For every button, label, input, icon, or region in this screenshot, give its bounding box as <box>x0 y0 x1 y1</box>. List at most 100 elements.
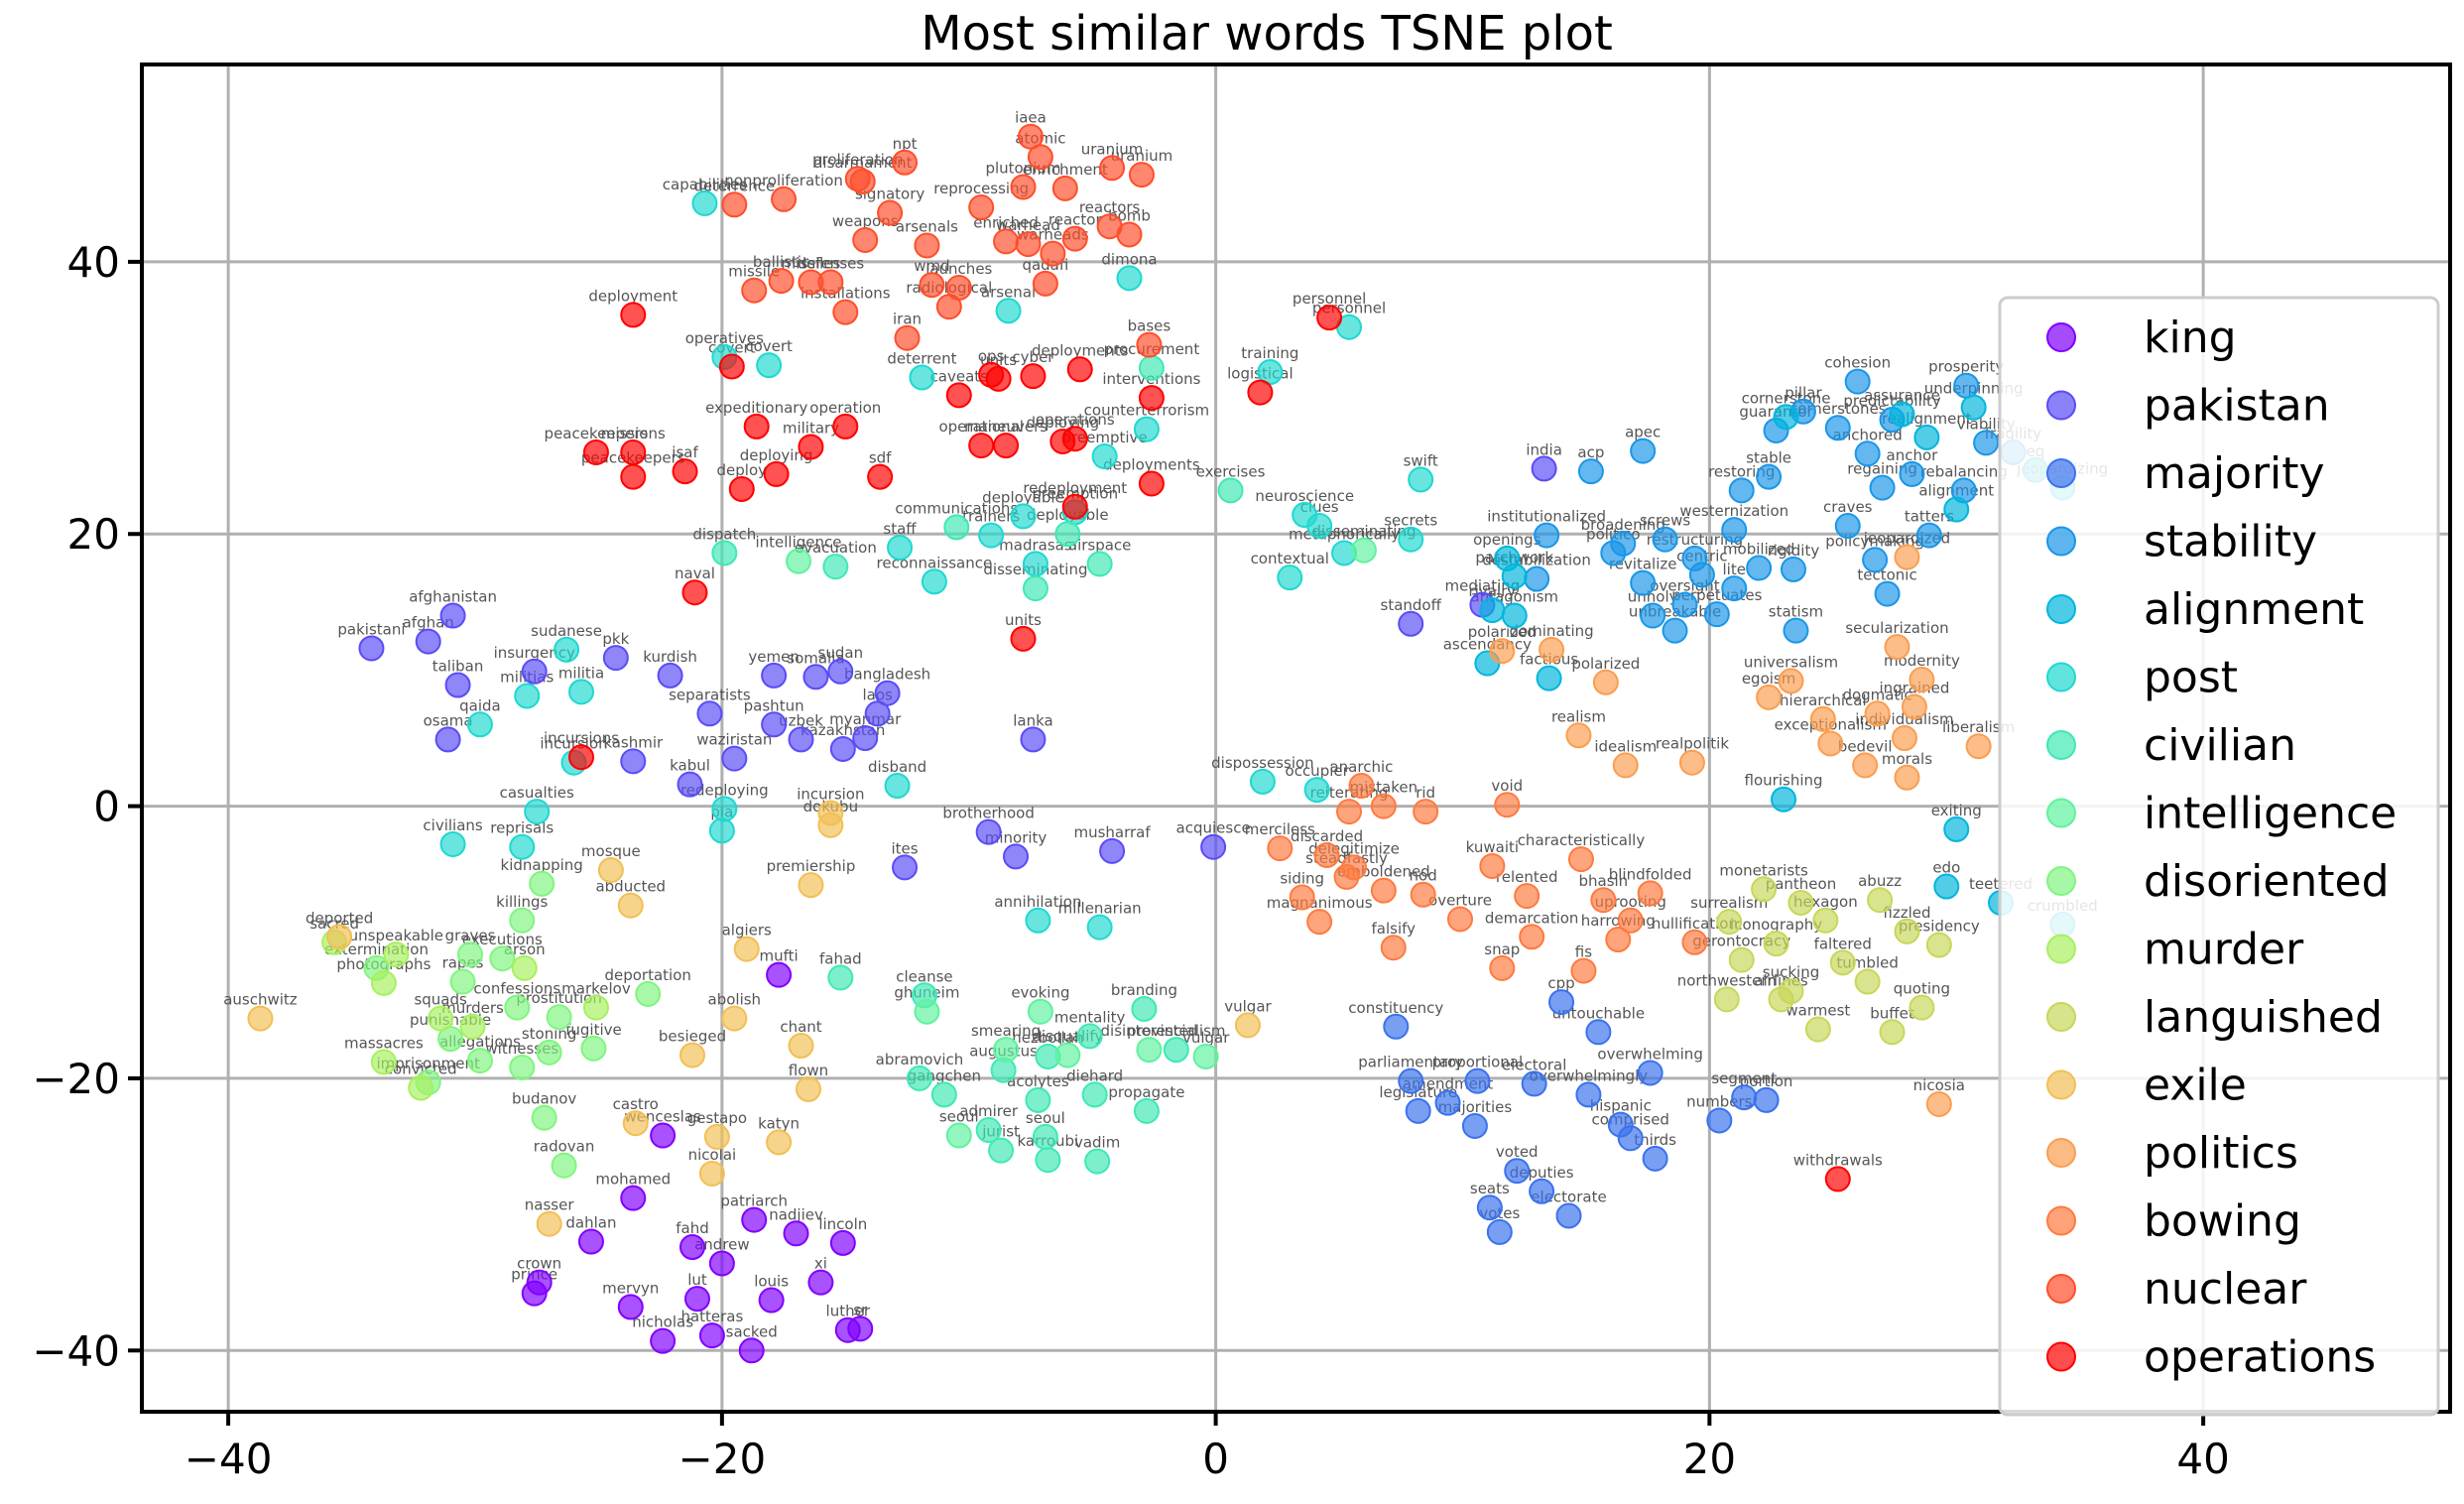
data-point <box>1834 513 1861 540</box>
data-point <box>721 745 748 772</box>
data-point <box>783 1220 809 1247</box>
point-label: operation <box>809 399 881 417</box>
data-point <box>1020 363 1047 390</box>
data-point <box>1909 667 1935 693</box>
data-point <box>847 1316 874 1342</box>
point-label: kurdish <box>643 648 697 666</box>
data-point <box>1943 496 1970 523</box>
point-label: reactors <box>1079 198 1141 216</box>
data-point <box>1894 764 1920 791</box>
data-point <box>1642 1145 1668 1172</box>
data-point <box>1943 815 1970 842</box>
data-point <box>1555 1202 1582 1229</box>
data-point <box>1844 368 1871 395</box>
data-point <box>509 907 536 934</box>
data-point <box>696 700 723 727</box>
point-label: acquiesce <box>1176 819 1251 837</box>
data-point <box>1592 669 1619 695</box>
data-point <box>1461 1112 1488 1139</box>
data-point <box>1084 1148 1111 1175</box>
legend-label: operations <box>2144 1332 2376 1383</box>
legend-marker <box>2046 322 2076 352</box>
point-label: casualties <box>500 784 574 802</box>
data-point <box>439 830 466 857</box>
point-label: disseminating <box>1311 523 1416 541</box>
point-label: void <box>1491 777 1523 795</box>
data-point <box>945 1122 972 1149</box>
data-point <box>531 1104 557 1131</box>
point-label: standoff <box>1381 596 1442 614</box>
data-point <box>975 818 1002 845</box>
data-point <box>1787 889 1814 916</box>
data-point <box>892 854 919 881</box>
point-label: abramovich <box>876 1051 964 1068</box>
data-point <box>786 548 812 574</box>
point-label: castro <box>613 1095 659 1113</box>
point-label: algiers <box>722 922 772 940</box>
point-label: peacekeepers <box>545 425 649 442</box>
point-label: sdf <box>869 449 892 467</box>
data-point <box>1854 440 1881 467</box>
data-point <box>546 1004 572 1031</box>
point-label: mohamed <box>595 1171 671 1189</box>
point-label: segment <box>1711 1069 1777 1087</box>
point-label: iaea <box>1015 109 1047 127</box>
data-point <box>1703 601 1730 628</box>
point-label: proportional <box>1432 1054 1524 1071</box>
data-point <box>358 635 385 662</box>
data-point <box>577 1228 604 1255</box>
legend-label: stability <box>2144 517 2317 567</box>
point-label: radovan <box>534 1138 595 1156</box>
data-point <box>807 1269 834 1296</box>
data-point <box>1681 929 1708 955</box>
data-point <box>768 268 795 295</box>
point-label: seats <box>1470 1180 1510 1197</box>
data-point <box>1217 477 1244 504</box>
legend-label: post <box>2144 653 2238 703</box>
point-label: liberalism <box>1942 718 2015 736</box>
data-point <box>526 1269 553 1296</box>
data-point <box>1652 526 1678 553</box>
data-point <box>921 568 947 595</box>
point-label: training <box>1241 344 1298 362</box>
point-label: secularization <box>1845 619 1948 637</box>
point-label: branding <box>1111 981 1177 999</box>
data-point <box>1869 474 1896 501</box>
point-label: sudanese <box>531 622 602 640</box>
data-point <box>1565 722 1592 749</box>
point-label: evacuation <box>795 539 877 557</box>
data-point <box>620 1185 647 1211</box>
data-point <box>1133 416 1160 442</box>
point-label: bangladesh <box>844 666 930 684</box>
data-point <box>993 433 1020 459</box>
data-point <box>511 954 538 981</box>
point-label: massacres <box>344 1034 424 1052</box>
data-point <box>383 941 410 968</box>
data-point <box>827 964 854 991</box>
data-point <box>1336 799 1363 825</box>
data-point <box>622 1110 649 1137</box>
data-point <box>741 1206 768 1233</box>
data-point <box>1032 1123 1058 1150</box>
point-label: katyn <box>758 1114 800 1132</box>
y-tick-label: 20 <box>67 510 120 559</box>
point-label: polarized <box>1571 655 1640 673</box>
data-point <box>1662 617 1688 644</box>
data-point <box>678 1042 705 1068</box>
data-point <box>1408 466 1434 493</box>
point-label: craves <box>1823 498 1873 516</box>
data-point <box>1136 331 1163 358</box>
data-point <box>1054 1042 1081 1068</box>
data-point <box>743 413 770 439</box>
point-label: xi <box>814 1255 827 1273</box>
data-point <box>504 994 531 1021</box>
data-point <box>968 194 995 221</box>
point-label: dimona <box>1101 250 1157 268</box>
point-label: deported <box>306 909 373 927</box>
data-point <box>1306 513 1333 540</box>
data-point <box>758 1287 785 1314</box>
y-tick-label: 0 <box>93 783 120 831</box>
data-point <box>672 458 698 485</box>
data-point <box>1413 799 1439 825</box>
data-point <box>620 302 647 328</box>
